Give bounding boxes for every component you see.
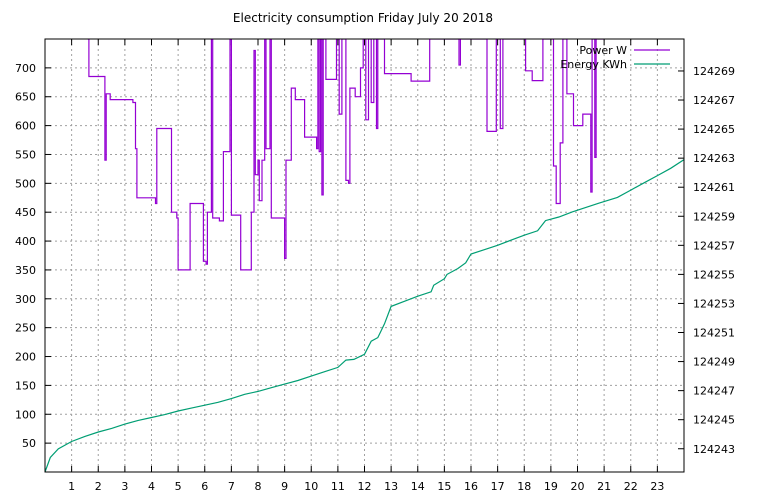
- x-tick-label: 7: [228, 480, 235, 493]
- x-axis: 1 2 3 4 5 6 7 8 9 10 11 12 13 14 15 16 17 18 19 20 21 22 23: [68, 39, 664, 493]
- y-left-tick-label: 100: [15, 408, 36, 421]
- y-left-tick-label: 600: [15, 120, 36, 133]
- x-tick-label: 2: [95, 480, 102, 493]
- x-tick-label: 14: [411, 480, 425, 493]
- y-axis-left: 50 100 150 200 250 300 350 400 450 500 550 600 650 70…: [15, 62, 51, 450]
- chart-title: Electricity consumption Friday July 20 2…: [233, 11, 493, 25]
- x-tick-label: 19: [544, 480, 558, 493]
- y-left-tick-label: 500: [15, 177, 36, 190]
- y-right-tick-label: 124245: [693, 414, 735, 427]
- x-tick-label: 4: [148, 480, 155, 493]
- x-tick-label: 20: [571, 480, 585, 493]
- y-left-tick-label: 250: [15, 322, 36, 335]
- y-right-tick-label: 124269: [693, 65, 735, 78]
- y-right-tick-label: 124261: [693, 181, 735, 194]
- plot-frame: [44, 38, 685, 473]
- y-left-tick-label: 200: [15, 351, 36, 364]
- x-tick-label: 16: [464, 480, 478, 493]
- x-tick-label: 6: [201, 480, 208, 493]
- x-tick-label: 17: [491, 480, 505, 493]
- y-right-tick-label: 124267: [693, 94, 735, 107]
- x-tick-label: 12: [358, 480, 372, 493]
- y-axis-right: 124243 124245 124247 124249 124251 124253 1242…: [678, 65, 735, 456]
- x-tick-label: 21: [597, 480, 611, 493]
- x-tick-label: 18: [517, 480, 531, 493]
- series-layer: [45, 39, 684, 472]
- y-left-tick-label: 650: [15, 91, 36, 104]
- x-tick-label: 11: [331, 480, 345, 493]
- y-left-tick-label: 350: [15, 264, 36, 277]
- y-right-tick-label: 124259: [693, 210, 735, 223]
- series-line-power-w: [87, 39, 605, 271]
- x-tick-label: 9: [281, 480, 288, 493]
- y-right-tick-label: 124263: [693, 152, 735, 165]
- y-left-tick-label: 700: [15, 62, 36, 75]
- x-tick-label: 3: [121, 480, 128, 493]
- y-left-tick-label: 50: [22, 437, 36, 450]
- y-left-tick-label: 550: [15, 148, 36, 161]
- y-right-tick-label: 124247: [693, 385, 735, 398]
- x-tick-label: 22: [624, 480, 638, 493]
- grid: [45, 39, 684, 472]
- x-tick-label: 23: [650, 480, 664, 493]
- legend-label: Energy KWh: [560, 58, 627, 71]
- series-line-energy-kwh: [45, 159, 684, 472]
- x-tick-label: 5: [175, 480, 182, 493]
- y-right-tick-label: 124265: [693, 123, 735, 136]
- y-left-tick-label: 450: [15, 206, 36, 219]
- x-tick-label: 15: [437, 480, 451, 493]
- y-right-tick-label: 124249: [693, 356, 735, 369]
- y-right-tick-label: 124251: [693, 327, 735, 340]
- y-left-tick-label: 300: [15, 293, 36, 306]
- y-right-tick-label: 124253: [693, 297, 735, 310]
- y-left-tick-label: 150: [15, 379, 36, 392]
- y-left-tick-label: 400: [15, 235, 36, 248]
- x-tick-label: 1: [68, 480, 75, 493]
- y-right-tick-label: 124255: [693, 268, 735, 281]
- x-tick-label: 13: [384, 480, 398, 493]
- y-right-tick-label: 124243: [693, 443, 735, 456]
- x-tick-label: 8: [255, 480, 262, 493]
- legend-label: Power W: [579, 44, 627, 57]
- x-tick-label: 10: [304, 480, 318, 493]
- y-right-tick-label: 124257: [693, 239, 735, 252]
